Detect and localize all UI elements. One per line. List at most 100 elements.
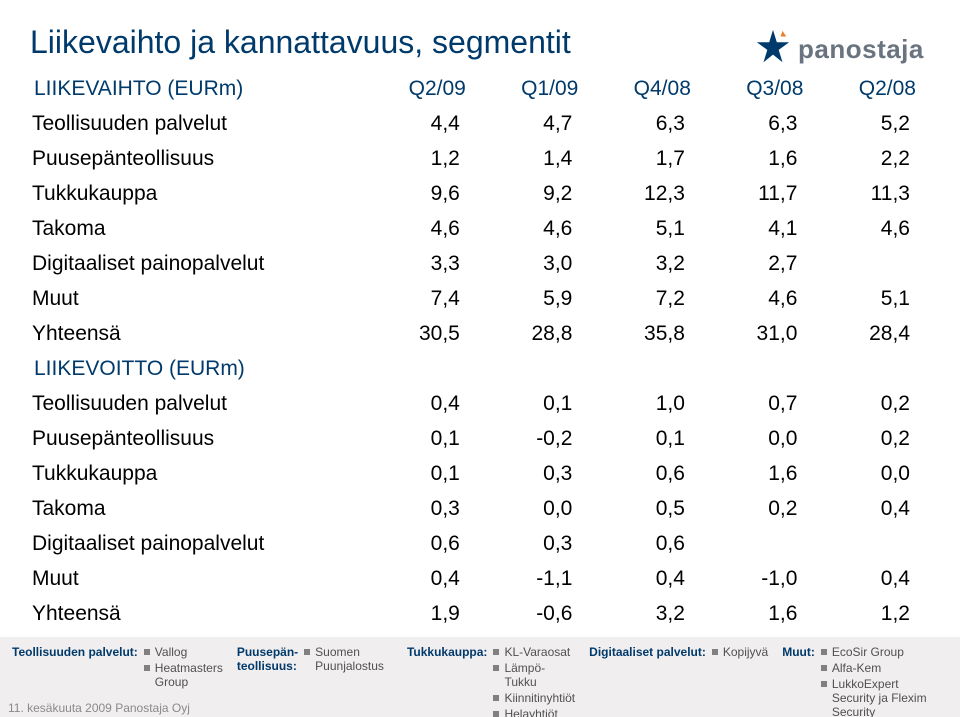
table-row: Takoma0,30,00,50,20,4 bbox=[30, 491, 920, 526]
cell-value: 0,5 bbox=[582, 491, 695, 526]
footer-item: Alfa-Kem bbox=[821, 661, 934, 675]
table-row: Digitaaliset painopalvelut0,60,30,6 bbox=[30, 526, 920, 561]
bullet-icon bbox=[493, 665, 499, 671]
footer-item-label: Lämpö-Tukku bbox=[504, 661, 575, 689]
cell-value: 0,3 bbox=[470, 526, 583, 561]
cell-value: -0,2 bbox=[470, 421, 583, 456]
cell-value: 6,3 bbox=[582, 106, 695, 141]
table-row: Yhteensä30,528,835,831,028,4 bbox=[30, 316, 920, 351]
footer-item-label: Kiinnitinyhtiöt bbox=[504, 691, 575, 705]
cell-value: 4,6 bbox=[695, 281, 808, 316]
cell-value: 4,6 bbox=[470, 211, 583, 246]
footer-item: Kiinnitinyhtiöt bbox=[493, 691, 575, 705]
column-header bbox=[695, 351, 808, 386]
cell-value: 5,9 bbox=[470, 281, 583, 316]
footer-group: Muut:EcoSir GroupAlfa-KemLukkoExpert Sec… bbox=[782, 645, 934, 717]
table-row: Tukkukauppa9,69,212,311,711,3 bbox=[30, 176, 920, 211]
data-table: LIIKEVAIHTO (EURm)Q2/09Q1/09Q4/08Q3/08Q2… bbox=[30, 71, 920, 631]
column-header: Q1/09 bbox=[470, 71, 583, 106]
cell-value: 3,2 bbox=[582, 246, 695, 281]
cell-value: 4,1 bbox=[695, 211, 808, 246]
row-label: Digitaaliset painopalvelut bbox=[30, 246, 357, 281]
footer-item: Suomen Puunjalostus bbox=[304, 645, 393, 673]
section-header: LIIKEVAIHTO (EURm) bbox=[30, 71, 357, 106]
row-label: Yhteensä bbox=[30, 596, 357, 631]
cell-value: 7,4 bbox=[357, 281, 470, 316]
cell-value: 9,6 bbox=[357, 176, 470, 211]
cell-value: 0,4 bbox=[357, 386, 470, 421]
table-row: Puusepänteollisuus0,1-0,20,10,00,2 bbox=[30, 421, 920, 456]
row-label: Digitaaliset painopalvelut bbox=[30, 526, 357, 561]
footer-caption: Digitaaliset palvelut: bbox=[589, 645, 706, 659]
bullet-icon bbox=[821, 681, 827, 687]
bullet-icon bbox=[493, 649, 499, 655]
cell-value: 0,0 bbox=[807, 456, 920, 491]
cell-value: 2,7 bbox=[695, 246, 808, 281]
row-label: Yhteensä bbox=[30, 316, 357, 351]
bullet-icon bbox=[493, 695, 499, 701]
star-icon bbox=[754, 28, 792, 71]
cell-value bbox=[695, 526, 808, 561]
column-header: Q2/08 bbox=[807, 71, 920, 106]
cell-value: 9,2 bbox=[470, 176, 583, 211]
cell-value: 6,3 bbox=[695, 106, 808, 141]
cell-value: 0,3 bbox=[470, 456, 583, 491]
column-header: Q2/09 bbox=[357, 71, 470, 106]
page-date: 11. kesäkuuta 2009 Panostaja Oyj bbox=[8, 701, 190, 715]
cell-value: 2,2 bbox=[807, 141, 920, 176]
cell-value: 0,7 bbox=[695, 386, 808, 421]
column-header: Q4/08 bbox=[582, 71, 695, 106]
cell-value: 0,1 bbox=[357, 456, 470, 491]
cell-value: -0,6 bbox=[470, 596, 583, 631]
footer-group: Puusepän-teollisuus: Suomen Puunjalostus bbox=[237, 645, 393, 675]
bullet-icon bbox=[821, 665, 827, 671]
footer-item-list: Kopijyvä bbox=[712, 645, 768, 661]
cell-value: 30,5 bbox=[357, 316, 470, 351]
cell-value bbox=[807, 526, 920, 561]
footer-caption: Puusepän-teollisuus: bbox=[237, 645, 298, 673]
table-row: Tukkukauppa0,10,30,61,60,0 bbox=[30, 456, 920, 491]
cell-value: 0,2 bbox=[695, 491, 808, 526]
footer-item: Heatmasters Group bbox=[144, 661, 223, 689]
footer-item-list: KL-Varaosat Lämpö-Tukku Kiinnitinyhtiöt Hel… bbox=[493, 645, 575, 717]
footer-group: Tukkukauppa:KL-VaraosatLämpö-TukkuKiinni… bbox=[407, 645, 575, 717]
table-row: Muut0,4-1,10,4-1,00,4 bbox=[30, 561, 920, 596]
cell-value: 1,2 bbox=[357, 141, 470, 176]
footer-item-label: LukkoExpert Security ja Flexim Security bbox=[832, 677, 934, 717]
footer-item: Kopijyvä bbox=[712, 645, 768, 659]
cell-value: 28,8 bbox=[470, 316, 583, 351]
cell-value: 0,3 bbox=[357, 491, 470, 526]
bullet-icon bbox=[712, 649, 718, 655]
footer-caption: Muut: bbox=[782, 645, 815, 659]
row-label: Teollisuuden palvelut bbox=[30, 386, 357, 421]
cell-value: 4,6 bbox=[807, 211, 920, 246]
cell-value: 4,7 bbox=[470, 106, 583, 141]
footer-item-label: KL-Varaosat bbox=[504, 645, 570, 659]
cell-value: 3,0 bbox=[470, 246, 583, 281]
section-header: LIIKEVOITTO (EURm) bbox=[30, 351, 357, 386]
bullet-icon bbox=[144, 665, 150, 671]
table-row: Puusepänteollisuus1,21,41,71,62,2 bbox=[30, 141, 920, 176]
table-row: Teollisuuden palvelut0,40,11,00,70,2 bbox=[30, 386, 920, 421]
table-row: Digitaaliset painopalvelut3,33,03,22,7 bbox=[30, 246, 920, 281]
cell-value: 0,2 bbox=[807, 386, 920, 421]
row-label: Muut bbox=[30, 561, 357, 596]
cell-value: 0,4 bbox=[807, 491, 920, 526]
cell-value: 12,3 bbox=[582, 176, 695, 211]
footer-item-label: Helayhtiöt bbox=[504, 707, 557, 717]
footer-caption: Teollisuuden palvelut: bbox=[12, 645, 138, 659]
cell-value: 35,8 bbox=[582, 316, 695, 351]
footer-item-label: Suomen Puunjalostus bbox=[315, 645, 393, 673]
footer-item: Vallog bbox=[144, 645, 223, 659]
table-row: Muut7,45,97,24,65,1 bbox=[30, 281, 920, 316]
cell-value: -1,1 bbox=[470, 561, 583, 596]
cell-value: 0,0 bbox=[470, 491, 583, 526]
brand-text: panostaja bbox=[798, 34, 924, 65]
brand-logo: panostaja bbox=[754, 22, 924, 76]
cell-value: 0,2 bbox=[807, 421, 920, 456]
footer-item-label: Kopijyvä bbox=[723, 645, 768, 659]
cell-value: 3,3 bbox=[357, 246, 470, 281]
column-header bbox=[582, 351, 695, 386]
bullet-icon bbox=[821, 649, 827, 655]
cell-value: 7,2 bbox=[582, 281, 695, 316]
